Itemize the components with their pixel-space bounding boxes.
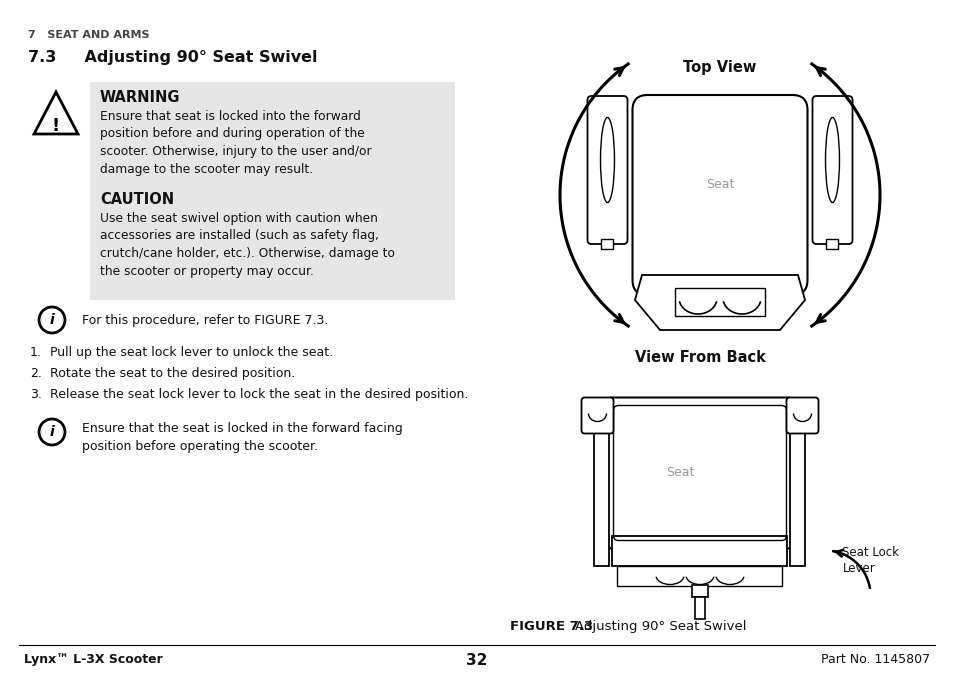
Text: Seat: Seat [705, 179, 734, 191]
Bar [612, 536, 786, 565]
Text: Lynx™ L-3X Scooter: Lynx™ L-3X Scooter [24, 653, 163, 666]
Bar [825, 239, 838, 249]
Bar [691, 584, 707, 596]
Text: Ensure that the seat is locked in the forward facing
position before operating t: Ensure that the seat is locked in the fo… [82, 422, 402, 453]
Text: 2.: 2. [30, 367, 42, 380]
Text: WARNING: WARNING [100, 90, 180, 105]
Text: 3.: 3. [30, 388, 42, 401]
Text: Rotate the seat to the desired position.: Rotate the seat to the desired position. [50, 367, 294, 380]
Circle shape [39, 419, 65, 445]
Text: 32: 32 [466, 653, 487, 668]
Text: Ensure that seat is locked into the forward
position before and during operation: Ensure that seat is locked into the forw… [100, 110, 372, 175]
Text: FIGURE 7.3: FIGURE 7.3 [510, 620, 593, 633]
Polygon shape [635, 275, 804, 330]
Text: For this procedure, refer to FIGURE 7.3.: For this procedure, refer to FIGURE 7.3. [82, 314, 328, 327]
Bar [594, 421, 609, 565]
Ellipse shape [599, 117, 614, 202]
Bar [90, 82, 455, 300]
Text: 7   SEAT AND ARMS: 7 SEAT AND ARMS [28, 30, 150, 40]
FancyBboxPatch shape [587, 96, 627, 244]
Text: Use the seat swivel option with caution when
accessories are installed (such as : Use the seat swivel option with caution … [100, 212, 395, 278]
Bar [617, 565, 781, 586]
FancyBboxPatch shape [812, 96, 852, 244]
Bar [790, 421, 804, 565]
Text: Pull up the seat lock lever to unlock the seat.: Pull up the seat lock lever to unlock th… [50, 346, 333, 359]
Text: 1.: 1. [30, 346, 42, 359]
Text: Adjusting 90° Seat Swivel: Adjusting 90° Seat Swivel [575, 620, 745, 633]
Ellipse shape [824, 117, 839, 202]
Text: CAUTION: CAUTION [100, 192, 174, 207]
Bar [695, 596, 704, 619]
Text: Part No. 1145807: Part No. 1145807 [820, 653, 929, 666]
Circle shape [39, 307, 65, 333]
Bar [675, 288, 764, 316]
Text: !: ! [51, 117, 60, 135]
Text: 7.3     Adjusting 90° Seat Swivel: 7.3 Adjusting 90° Seat Swivel [28, 50, 317, 65]
Bar [601, 239, 613, 249]
Text: Top View: Top View [682, 60, 756, 75]
FancyBboxPatch shape [604, 398, 795, 549]
Polygon shape [34, 92, 78, 134]
Text: i: i [50, 425, 54, 439]
FancyBboxPatch shape [785, 398, 818, 433]
FancyBboxPatch shape [581, 398, 613, 433]
Text: View From Back: View From Back [634, 350, 764, 365]
Text: Seat: Seat [665, 466, 694, 479]
FancyBboxPatch shape [632, 95, 806, 295]
Text: i: i [50, 313, 54, 327]
Text: Release the seat lock lever to lock the seat in the desired position.: Release the seat lock lever to lock the … [50, 388, 468, 401]
Text: Seat Lock
Lever: Seat Lock Lever [841, 545, 899, 576]
